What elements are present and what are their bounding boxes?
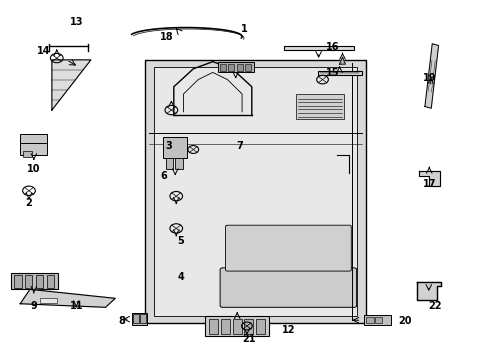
Polygon shape — [52, 60, 91, 110]
Bar — [140, 315, 146, 323]
Text: 6: 6 — [161, 171, 167, 181]
Text: 19: 19 — [422, 73, 436, 83]
Text: 7: 7 — [236, 141, 243, 151]
Bar — [209, 319, 218, 334]
Bar — [22, 151, 32, 157]
Text: 12: 12 — [281, 325, 295, 335]
Bar — [283, 46, 353, 50]
Bar — [244, 64, 250, 71]
Polygon shape — [339, 57, 345, 64]
Bar — [14, 275, 21, 288]
Text: 8: 8 — [118, 316, 125, 325]
Bar — [40, 298, 57, 303]
Text: 14: 14 — [37, 46, 50, 56]
Text: 3: 3 — [165, 141, 172, 151]
Bar — [232, 319, 241, 334]
Polygon shape — [418, 171, 439, 186]
Text: 11: 11 — [69, 301, 83, 311]
FancyBboxPatch shape — [220, 268, 356, 307]
Bar — [175, 158, 182, 168]
Text: 10: 10 — [27, 164, 41, 174]
Bar — [154, 67, 356, 316]
Text: 18: 18 — [160, 32, 173, 41]
Bar — [295, 94, 344, 119]
Bar — [228, 64, 234, 71]
Bar — [363, 315, 390, 325]
Text: 17: 17 — [422, 179, 436, 189]
Text: 21: 21 — [242, 333, 256, 343]
Bar — [11, 273, 58, 289]
Bar — [256, 319, 264, 334]
Bar — [220, 64, 225, 71]
Bar — [244, 319, 253, 334]
Bar — [217, 62, 254, 72]
Polygon shape — [20, 289, 115, 307]
Bar — [133, 315, 139, 323]
Bar — [205, 316, 268, 336]
Bar — [366, 317, 373, 323]
Text: 9: 9 — [30, 301, 37, 311]
Bar — [163, 137, 187, 158]
Bar — [25, 275, 32, 288]
Bar — [374, 317, 381, 323]
Bar — [317, 71, 361, 75]
Bar — [221, 319, 229, 334]
Text: 13: 13 — [69, 17, 83, 27]
FancyBboxPatch shape — [225, 225, 350, 271]
Text: 4: 4 — [177, 272, 184, 282]
Polygon shape — [424, 44, 438, 108]
Text: 22: 22 — [427, 301, 441, 311]
Text: 1: 1 — [241, 24, 247, 35]
Bar — [20, 142, 47, 155]
Bar — [144, 60, 366, 323]
Bar — [20, 134, 47, 143]
Text: 5: 5 — [177, 236, 184, 246]
Bar — [132, 313, 147, 325]
Bar — [236, 64, 242, 71]
Bar — [46, 275, 54, 288]
Text: 2: 2 — [25, 198, 32, 208]
Bar — [165, 158, 172, 168]
Text: 20: 20 — [398, 316, 411, 325]
Bar — [36, 275, 43, 288]
Text: 15: 15 — [325, 68, 338, 78]
Polygon shape — [416, 282, 440, 300]
Text: 16: 16 — [325, 42, 338, 52]
